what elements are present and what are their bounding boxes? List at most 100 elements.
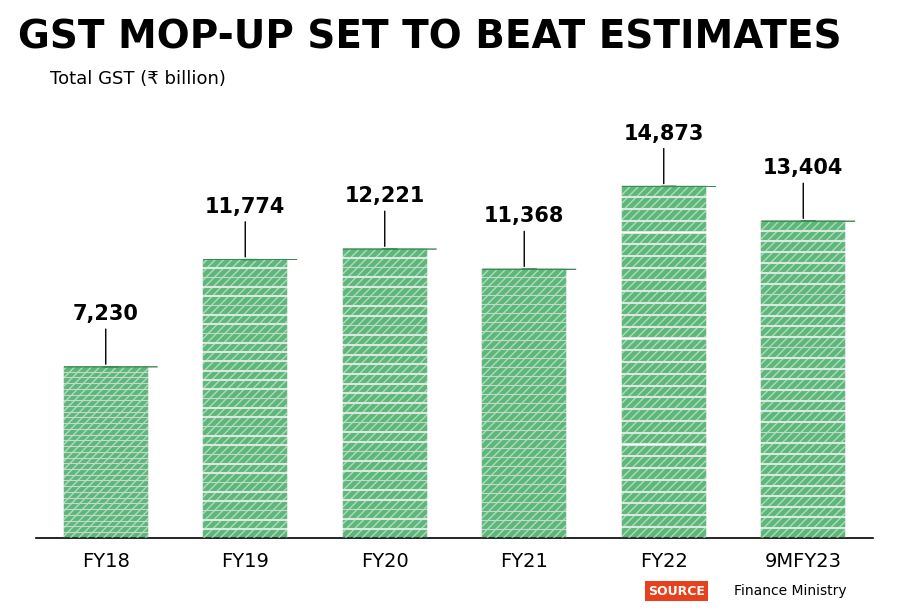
Bar [343,452,427,460]
Bar [482,449,566,456]
Bar [482,503,566,511]
Bar [203,474,287,481]
Bar [203,418,287,426]
Bar [343,375,427,383]
Bar [343,288,427,296]
Bar [622,481,706,491]
Bar [482,386,566,393]
Bar [64,412,148,417]
Bar [343,336,427,344]
Bar [761,338,845,346]
Bar [64,424,148,429]
Bar [343,365,427,373]
Bar [64,441,148,446]
Bar [761,370,845,378]
Bar [203,400,287,407]
Bar [622,233,706,243]
Bar [622,387,706,397]
Bar [482,386,566,393]
Bar [343,404,427,412]
Bar [761,455,845,463]
Bar [482,350,566,357]
Bar [203,306,287,314]
Bar [622,469,706,479]
Bar [482,476,566,484]
Bar [64,407,148,412]
Bar [761,497,845,506]
Bar [761,508,845,516]
Bar [761,433,845,442]
Bar [761,359,845,368]
Bar [482,368,566,376]
Bar [343,414,427,422]
Bar [64,527,148,532]
Bar [64,395,148,400]
Bar [482,278,566,285]
Bar [343,316,427,324]
Bar [203,521,287,529]
Bar [482,323,566,331]
Bar [761,306,845,315]
Bar [622,458,706,467]
Bar [622,410,706,420]
Bar [482,431,566,439]
Bar [343,346,427,354]
Bar [482,368,566,376]
Text: 14,873: 14,873 [624,123,704,144]
Bar [203,343,287,351]
Bar [482,332,566,340]
Bar [761,529,845,538]
Bar [64,464,148,469]
Bar [482,341,566,349]
Bar [203,288,287,295]
Text: SOURCE: SOURCE [648,585,705,598]
Bar [761,295,845,304]
Bar [343,520,427,528]
Bar [761,274,845,283]
Bar [482,530,566,538]
Bar [761,444,845,453]
Bar [203,530,287,538]
Bar [622,198,706,208]
Bar [343,442,427,450]
Bar [343,481,427,489]
Bar [482,449,566,456]
Bar [482,350,566,357]
Bar [343,307,427,315]
Bar [203,297,287,304]
Bar [622,340,706,349]
Bar [761,348,845,357]
Bar [622,269,706,279]
Bar [343,268,427,276]
Bar [64,481,148,486]
Bar [761,263,845,273]
Bar [203,381,287,389]
Bar [761,486,845,495]
Bar [761,423,845,431]
Bar [482,413,566,420]
Bar [482,278,566,285]
Bar [622,210,706,219]
Bar [482,269,566,277]
Bar [203,278,287,286]
Bar [203,362,287,370]
Bar [622,445,706,455]
Bar [343,336,427,344]
Bar [203,492,287,500]
Bar [343,462,427,470]
Bar [203,400,287,407]
Bar [343,356,427,364]
Bar [482,332,566,340]
Bar [761,316,845,325]
Bar [761,285,845,293]
Bar [622,340,706,349]
Bar [622,351,706,361]
Bar [622,434,706,444]
Bar [64,441,148,446]
Bar [622,492,706,502]
Bar [622,257,706,267]
Bar [343,268,427,276]
Bar [343,472,427,480]
Bar [622,316,706,326]
Bar [622,434,706,444]
